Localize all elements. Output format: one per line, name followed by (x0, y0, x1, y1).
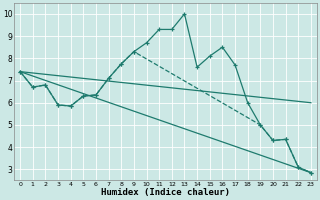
X-axis label: Humidex (Indice chaleur): Humidex (Indice chaleur) (101, 188, 230, 197)
